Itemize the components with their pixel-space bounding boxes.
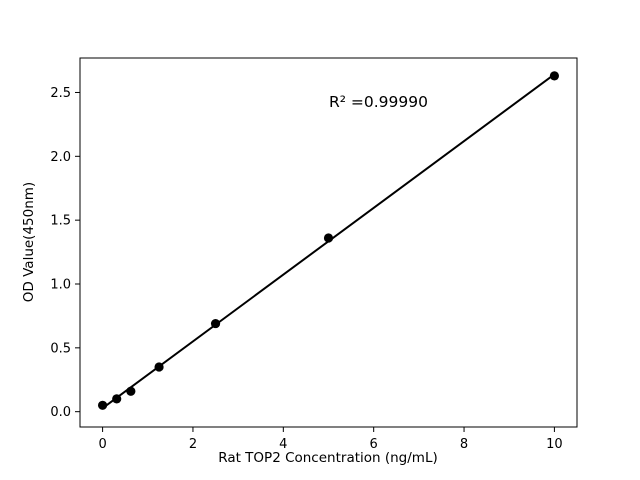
- y-axis-ticks: 0.0 0.5 1.0 1.5 2.0 2.5: [50, 86, 80, 420]
- data-point: [154, 362, 164, 372]
- x-tick-label: 2: [189, 437, 197, 452]
- x-axis-label: Rat TOP2 Concentration (ng/mL): [218, 450, 438, 466]
- x-tick-label: 6: [370, 437, 378, 452]
- r-squared-annotation: R² =0.99990: [329, 93, 428, 111]
- data-point: [97, 400, 108, 410]
- data-point: [323, 233, 334, 243]
- y-tick-label: 1.0: [50, 277, 71, 292]
- data-point: [549, 71, 560, 81]
- plot-frame: [79, 57, 578, 428]
- y-axis-label: OD Value(450nm): [21, 182, 37, 302]
- x-tick-label: 0: [98, 437, 106, 452]
- y-tick-label: 0.0: [50, 405, 71, 420]
- data-point: [112, 394, 122, 404]
- x-tick-label: 4: [279, 437, 287, 452]
- y-tick-label: 2.0: [50, 150, 71, 165]
- y-tick-label: 0.5: [50, 341, 71, 356]
- data-point: [210, 318, 221, 329]
- y-tick-label: 1.5: [50, 214, 71, 229]
- data-point: [126, 386, 136, 396]
- data-points: [97, 71, 560, 410]
- y-tick-label: 2.5: [50, 86, 71, 101]
- x-tick-label: 8: [460, 437, 468, 452]
- x-tick-label: 10: [546, 437, 563, 452]
- x-axis-ticks: 0 2 4 6 8 10: [98, 427, 563, 452]
